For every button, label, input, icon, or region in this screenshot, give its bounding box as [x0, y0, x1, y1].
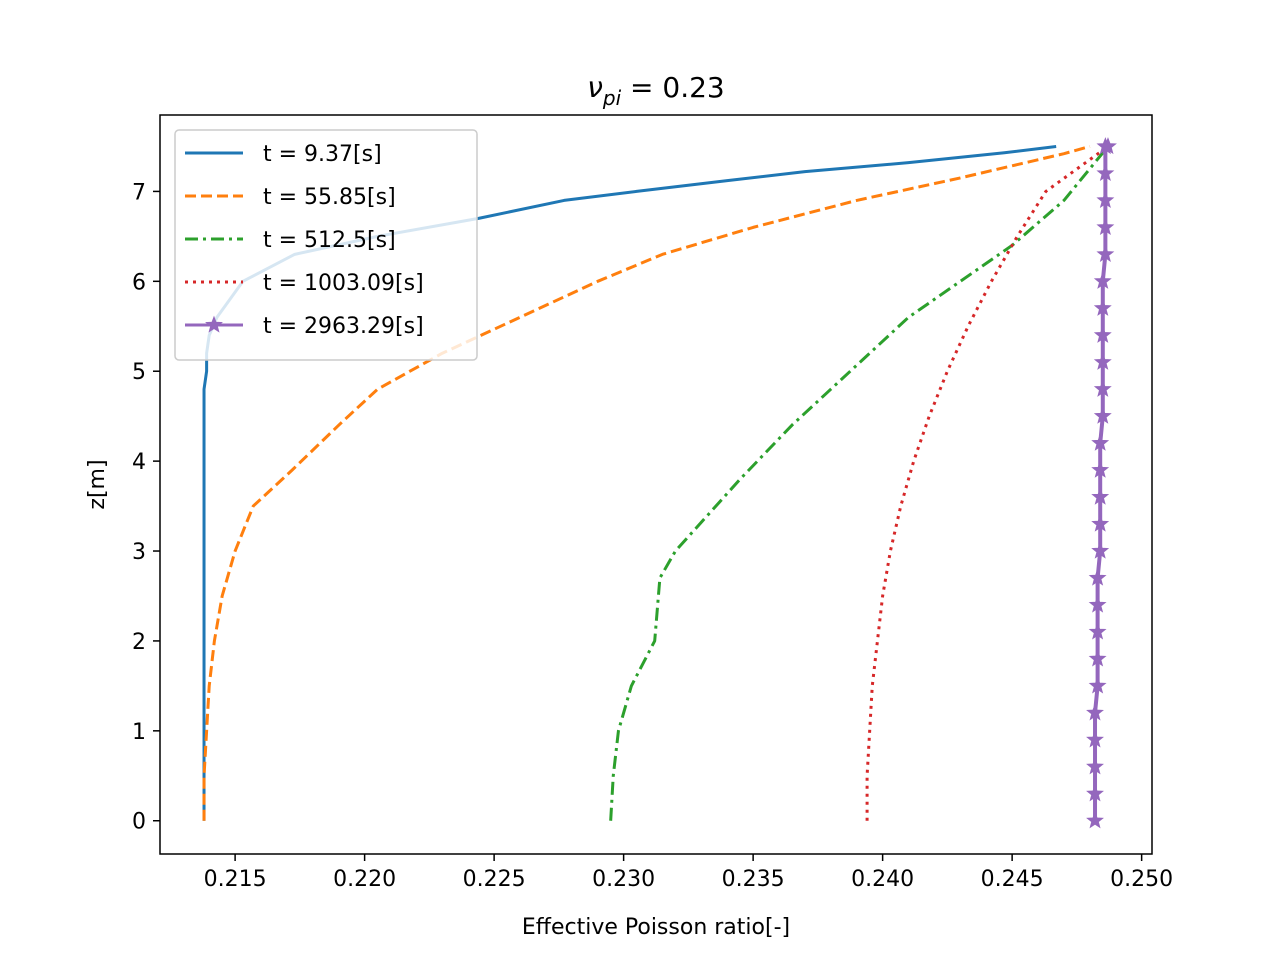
title-subscript: pi	[602, 86, 622, 110]
y-axis: 0 1 2 3 4 5 6 7	[132, 180, 160, 835]
data-point	[1086, 730, 1104, 748]
data-point	[1096, 191, 1115, 209]
data-point	[1093, 271, 1112, 289]
data-point	[1086, 811, 1104, 829]
legend-item: t = 9.37[s]	[185, 142, 382, 167]
data-point	[1091, 487, 1110, 505]
legend-marker	[205, 315, 223, 333]
x-tick-label: 0.250	[1110, 867, 1173, 892]
data-point	[1093, 406, 1112, 424]
legend-label: t = 55.85[s]	[263, 185, 396, 210]
data-point	[1093, 379, 1112, 397]
x-tick-label: 0.220	[333, 867, 396, 892]
data-point	[1091, 514, 1110, 532]
data-point	[1091, 460, 1110, 478]
y-tick-label: 0	[132, 810, 146, 835]
legend-item: t = 512.5[s]	[185, 228, 396, 253]
series-2	[202, 145, 1091, 821]
x-axis: 0.215 0.220 0.225 0.230 0.235 0.240 0.245 0.250	[204, 854, 1173, 892]
title-equals: =	[621, 71, 662, 104]
data-point	[1099, 137, 1117, 155]
plot-frame	[159, 114, 1153, 855]
series-line	[202, 145, 1091, 821]
x-tick-label: 0.245	[981, 867, 1044, 892]
y-tick-label: 5	[132, 360, 146, 385]
x-tick-label: 0.215	[204, 867, 267, 892]
series-4	[865, 145, 1109, 821]
data-point	[1096, 217, 1115, 235]
legend-label: t = 9.37[s]	[263, 142, 382, 167]
data-point	[1086, 703, 1104, 721]
data-point	[1091, 541, 1110, 559]
data-point	[1088, 622, 1107, 640]
legend-item: t = 1003.09[s]	[185, 271, 424, 296]
y-tick-label: 6	[132, 270, 146, 295]
title-symbol: ν	[587, 71, 603, 104]
data-point	[1088, 676, 1107, 694]
legend-label: t = 2963.29[s]	[263, 314, 424, 339]
y-tick-label: 3	[132, 540, 146, 565]
x-axis-label: Effective Poisson ratio[-]	[522, 915, 790, 940]
x-tick-label: 0.240	[851, 867, 914, 892]
title-value: 0.23	[662, 71, 724, 104]
legend-item: t = 2963.29[s]	[185, 314, 424, 339]
legend: t = 9.37[s] t = 55.85[s] t = 512.5[s] t = 1…	[174, 129, 478, 361]
data-point	[1093, 298, 1112, 316]
data-point	[1091, 433, 1110, 451]
legend-label: t = 1003.09[s]	[263, 271, 424, 296]
y-tick-label: 4	[132, 450, 146, 475]
y-tick-label: 7	[132, 180, 146, 205]
data-point	[1088, 568, 1107, 586]
data-point	[1086, 784, 1104, 802]
x-tick-label: 0.225	[463, 867, 526, 892]
data-point	[1096, 164, 1115, 182]
legend-item: t = 55.85[s]	[185, 185, 396, 210]
series-3	[609, 145, 1110, 821]
data-point	[1086, 757, 1104, 775]
x-tick-label: 0.230	[592, 867, 655, 892]
series-line	[609, 145, 1110, 821]
chart-title: νpi = 0.23	[587, 71, 725, 110]
legend-label: t = 512.5[s]	[263, 228, 396, 253]
series-line	[865, 145, 1109, 821]
data-point	[1088, 649, 1107, 667]
x-tick-label: 0.235	[722, 867, 785, 892]
series-5	[1086, 137, 1117, 829]
series-layer	[202, 137, 1117, 829]
data-point	[1088, 595, 1107, 613]
legend-box	[174, 129, 478, 361]
data-point	[1093, 352, 1112, 370]
y-tick-label: 1	[132, 720, 146, 745]
data-point	[1093, 325, 1112, 343]
data-point	[1096, 244, 1115, 262]
y-axis-label: z[m]	[85, 459, 110, 509]
y-tick-label: 2	[132, 630, 146, 655]
